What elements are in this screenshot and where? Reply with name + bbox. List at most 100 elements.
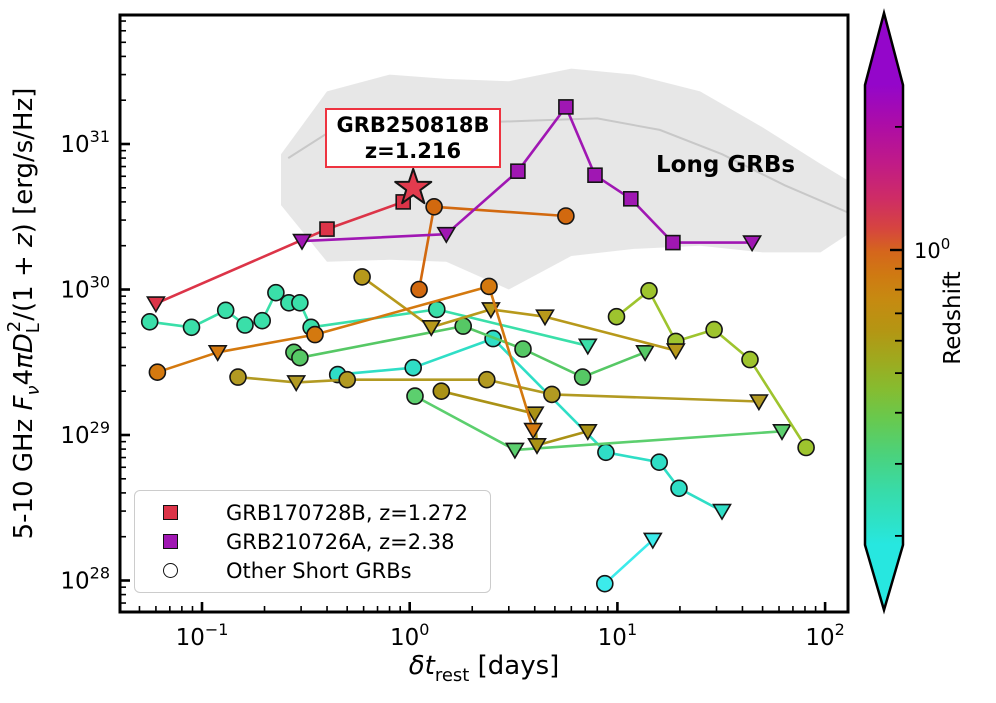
annotation-line1: GRB250818B <box>336 113 490 137</box>
data-point-circle <box>425 198 443 216</box>
data-point-circle <box>640 281 658 300</box>
data-point-square <box>510 163 526 179</box>
upper-limit-triangle <box>421 319 442 337</box>
series-GRB170728B <box>146 194 412 314</box>
colorbar-bar <box>863 8 905 615</box>
data-point-circle <box>267 283 285 302</box>
upper-limit-triangle <box>523 422 544 440</box>
data-point-circle <box>477 370 496 389</box>
data-point-circle <box>236 316 254 334</box>
tick-label: 102 <box>805 620 844 651</box>
y-axis-title: 5-10 GHz Fν4πDL2/(1 + z) [erg/s/Hz] <box>4 88 44 540</box>
grb250818b-star <box>394 167 433 205</box>
data-point-circle <box>291 293 309 312</box>
legend-square-marker-icon <box>163 534 178 549</box>
data-point-circle <box>253 311 272 330</box>
data-point-circle <box>670 479 688 498</box>
data-point-circle <box>140 312 159 331</box>
data-point-circle <box>595 574 614 593</box>
legend-label: GRB210726A, z=2.38 <box>226 529 455 554</box>
data-point-square <box>665 234 681 251</box>
data-point-circle <box>404 358 423 377</box>
series-short-grb-8 <box>229 368 769 412</box>
series-line <box>237 375 759 403</box>
data-point-circle <box>650 453 669 472</box>
legend-item-grb170728b: GRB170728B, z=1.272 <box>163 501 490 525</box>
colorbar: 100 Redshift <box>863 8 966 615</box>
data-point-circle <box>597 443 615 462</box>
tick-label: 1028 <box>60 564 110 595</box>
data-point-circle <box>557 207 575 225</box>
upper-limit-triangle <box>535 309 555 327</box>
series-short-grb-2 <box>328 329 732 521</box>
legend-square-marker-icon <box>163 505 178 520</box>
series-line <box>603 538 654 585</box>
upper-limit-triangle <box>524 406 545 424</box>
legend-item-other-short-grbs: Other Short GRBs <box>163 559 490 583</box>
axis-ticks: 10−1 100 101 102 1028 1029 1030 1031 <box>60 20 845 651</box>
series-short-grb-11 <box>410 198 575 299</box>
data-point-circle <box>410 280 428 299</box>
upper-limit-triangle <box>577 423 598 441</box>
plot-frame <box>118 13 850 614</box>
annotation-line2: z=1.216 <box>364 139 462 163</box>
tick-label: 101 <box>598 620 637 651</box>
data-point-circle <box>306 325 324 344</box>
series-short-grb-3 <box>595 532 663 593</box>
data-point-circle <box>432 382 451 401</box>
data-point-square <box>558 99 574 115</box>
series-short-grb-7 <box>353 268 686 361</box>
data-point-square <box>587 167 603 183</box>
upper-limit-triangle <box>742 235 762 253</box>
upper-limit-triangle <box>292 233 312 251</box>
series-short-grb-4 <box>285 317 655 386</box>
data-point-circle <box>427 300 446 319</box>
axis-titles: δtrest [days] 5-10 GHz Fν4πDL2/(1 + z) [e… <box>4 88 559 686</box>
tick-label: 100 <box>390 620 429 651</box>
data-point-circle <box>291 348 309 367</box>
data-point-square <box>319 221 335 237</box>
data-point-circle <box>705 320 723 339</box>
long-grbs-label: Long GRBs <box>656 152 796 178</box>
legend-label: Other Short GRBs <box>226 558 412 583</box>
series-short-grb-6 <box>607 281 815 457</box>
data-point-square <box>622 191 639 207</box>
colorbar-title: Redshift <box>940 271 966 364</box>
upper-limit-triangle <box>286 375 307 392</box>
data-point-circle <box>216 301 235 320</box>
tick-label: 100 <box>914 235 950 263</box>
legend-circle-marker-icon <box>163 563 178 578</box>
data-point-circle <box>338 370 357 389</box>
x-axis-title: δtrest [days] <box>409 651 560 686</box>
tick-label: 1030 <box>60 273 110 304</box>
data-point-circle <box>480 277 498 296</box>
data-point-circle <box>741 350 759 369</box>
data-point-circle <box>353 268 371 286</box>
upper-limit-triangle <box>577 338 598 356</box>
data-point-circle <box>229 368 247 386</box>
upper-limit-triangle <box>527 437 547 455</box>
data-point-circle <box>797 438 815 457</box>
data-point-circle <box>406 387 424 405</box>
upper-limit-triangle <box>772 423 792 441</box>
upper-limit-triangle <box>207 344 228 362</box>
data-point-circle <box>182 318 201 337</box>
upper-limit-triangle <box>642 532 663 550</box>
tick-label: 10−1 <box>176 620 229 651</box>
series-short-grb-1 <box>140 283 598 356</box>
legend: GRB170728B, z=1.272 GRB210726A, z=2.38 O… <box>134 490 491 593</box>
series-GRB210726A <box>292 99 762 253</box>
data-point-circle <box>543 385 561 404</box>
upper-limit-triangle <box>146 296 166 314</box>
tick-label: 1031 <box>60 127 110 158</box>
legend-label: GRB170728B, z=1.272 <box>226 500 468 525</box>
data-point-circle <box>573 368 592 386</box>
data-point-circle <box>607 307 626 326</box>
upper-limit-triangle <box>749 394 769 412</box>
series-short-grb-10 <box>148 277 544 440</box>
upper-limit-triangle <box>436 226 457 244</box>
data-point-circle <box>514 340 532 358</box>
series-short-grb-5 <box>406 387 792 460</box>
